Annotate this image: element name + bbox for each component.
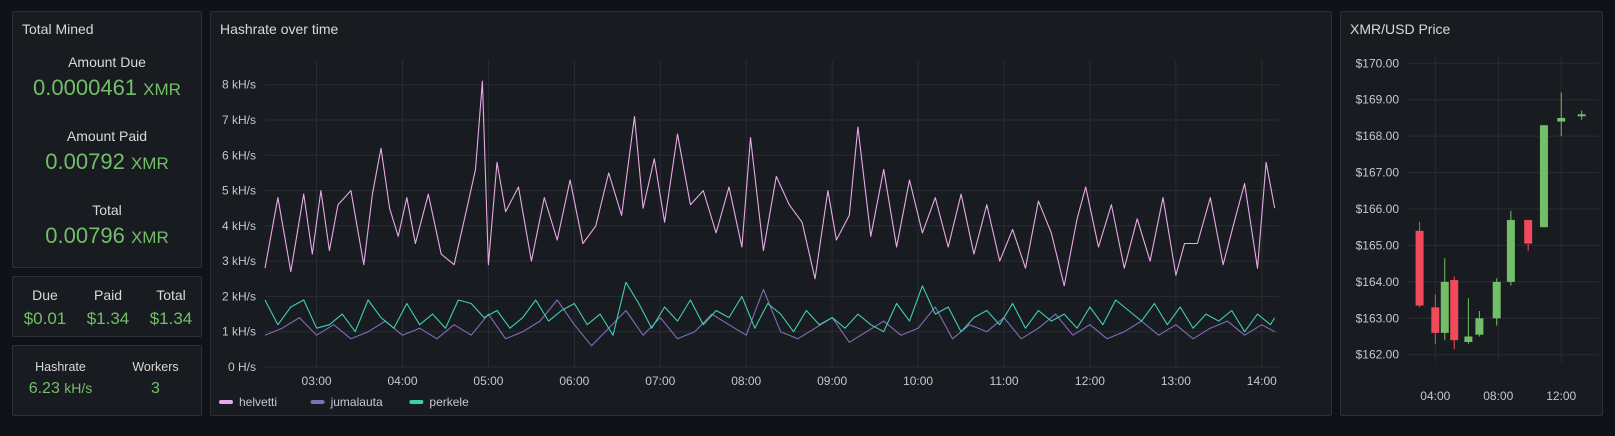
price-chart[interactable]: $162.00 $163.00 $164.00 $165.00 $166.00 $167.… [1341,12,1602,415]
y-tick-label: 8 kH/s [222,78,256,92]
usd-total-value: $1.34 [149,309,193,328]
y-tick-label: $164.00 [1356,275,1400,289]
hashrate-workers-panel: Hashrate 6.23 kH/s Workers 3 [12,345,202,416]
series-line-helvetti [264,80,1276,287]
candle-body [1492,281,1501,319]
y-tick-label: 5 kH/s [222,184,256,198]
legend-swatch [409,400,424,404]
x-tick-label: 06:00 [559,374,589,388]
legend-label: perkele [429,395,469,409]
candle-body [1431,307,1440,333]
total-number: 0.00796 [45,223,125,248]
usd-paid-value: $1.34 [86,309,130,328]
series-line-jumalauta [264,288,1275,347]
total-mined-panel: Total Mined Amount Due 0.0000461 XMR Amo… [12,11,202,268]
candle-body [1539,125,1548,228]
candle-body [1475,318,1484,335]
total-unit: XMR [130,228,169,247]
panel-title: Hashrate over time [220,21,339,37]
legend-swatch [219,400,233,404]
panel-title: XMR/USD Price [1350,21,1451,37]
y-tick-label: $169.00 [1356,93,1400,107]
x-tick-label: 03:00 [302,374,332,388]
y-tick-label: $166.00 [1356,202,1400,216]
amount-due-label: Amount Due [68,54,146,70]
y-tick-label: 2 kH/s [222,289,256,303]
candle-body [1440,281,1449,333]
workers-value: 3 [151,380,160,397]
amount-paid-number: 0.00792 [45,149,125,174]
x-tick-label: 12:00 [1075,374,1105,388]
candle-body [1450,280,1459,341]
x-tick-label: 04:00 [1420,389,1450,403]
legend-swatch [310,400,325,404]
candle-body [1506,219,1515,282]
y-tick-label: $167.00 [1356,166,1400,180]
panel-title: Total Mined [22,21,94,37]
hashrate-chart[interactable]: 0 H/s 1 kH/s 2 kH/s 3 kH/s 4 kH/s 5 kH/s 6 kH/… [211,12,1331,415]
y-tick-label: $168.00 [1356,129,1400,143]
y-tick-label: 4 kH/s [222,219,256,233]
candle-body [1415,230,1424,306]
y-tick-label: 0 H/s [228,360,256,374]
y-tick-label: 3 kH/s [222,254,256,268]
amount-paid-stat: Amount Paid 0.00792 XMR [13,128,201,175]
usd-due-label: Due [32,287,58,303]
x-tick-label: 12:00 [1546,389,1576,403]
amount-paid-unit: XMR [130,154,169,173]
amount-paid-value: 0.00792 XMR [13,149,201,175]
candle-body [1557,117,1566,122]
usd-due-stat: Due $0.01 [13,287,77,329]
hashrate-unit: kH/s [64,380,93,396]
legend-label: helvetti [239,395,277,409]
hashrate-chart-panel: Hashrate over time 0 H/s 1 kH/s 2 kH/s 3 kH… [210,11,1332,416]
series-line-perkele [264,281,1276,336]
amount-due-number: 0.0000461 [33,75,138,100]
hashrate-value: 6.23 kH/s [13,380,108,398]
total-label: Total [92,202,122,218]
hashrate-stat: Hashrate 6.23 kH/s [13,360,108,398]
y-tick-label: 1 kH/s [222,325,256,339]
amount-due-stat: Amount Due 0.0000461 XMR [13,54,201,101]
x-tick-label: 07:00 [645,374,675,388]
x-tick-label: 14:00 [1247,374,1277,388]
x-tick-label: 10:00 [903,374,933,388]
candle-body [1577,114,1586,117]
x-tick-label: 09:00 [817,374,847,388]
candle-body [1464,336,1473,342]
x-tick-label: 11:00 [989,374,1018,388]
candle-body [1524,219,1533,244]
y-tick-label: 7 kH/s [222,113,256,127]
y-tick-label: $170.00 [1356,56,1400,70]
x-tick-label: 13:00 [1161,374,1191,388]
y-tick-label: $163.00 [1356,311,1400,325]
price-chart-panel: XMR/USD Price $162.00 $163.00 $164.00 $165.… [1340,11,1603,416]
usd-total-stat: Total $1.34 [139,287,203,329]
usd-due-value: $0.01 [23,309,67,328]
x-tick-label: 08:00 [1483,389,1513,403]
total-value: 0.00796 XMR [13,223,201,249]
y-tick-label: $165.00 [1356,238,1400,252]
hashrate-label: Hashrate [35,360,86,374]
usd-paid-label: Paid [93,287,123,303]
x-tick-label: 08:00 [731,374,761,388]
amount-due-unit: XMR [143,80,181,99]
legend-label: jumalauta [330,395,383,409]
x-tick-label: 05:00 [473,374,503,388]
usd-values-panel: Due $0.01 Paid $1.34 Total $1.34 [12,276,202,337]
hashrate-number: 6.23 [28,380,60,397]
amount-due-value: 0.0000461 XMR [13,75,201,101]
workers-label: Workers [132,360,179,374]
total-stat: Total 0.00796 XMR [13,202,201,249]
y-tick-label: $162.00 [1356,348,1400,362]
usd-paid-stat: Paid $1.34 [76,287,140,329]
workers-stat: Workers 3 [108,360,203,398]
y-tick-label: 6 kH/s [222,148,256,162]
x-tick-label: 04:00 [387,374,417,388]
usd-total-label: Total [156,287,186,303]
amount-paid-label: Amount Paid [66,128,148,144]
